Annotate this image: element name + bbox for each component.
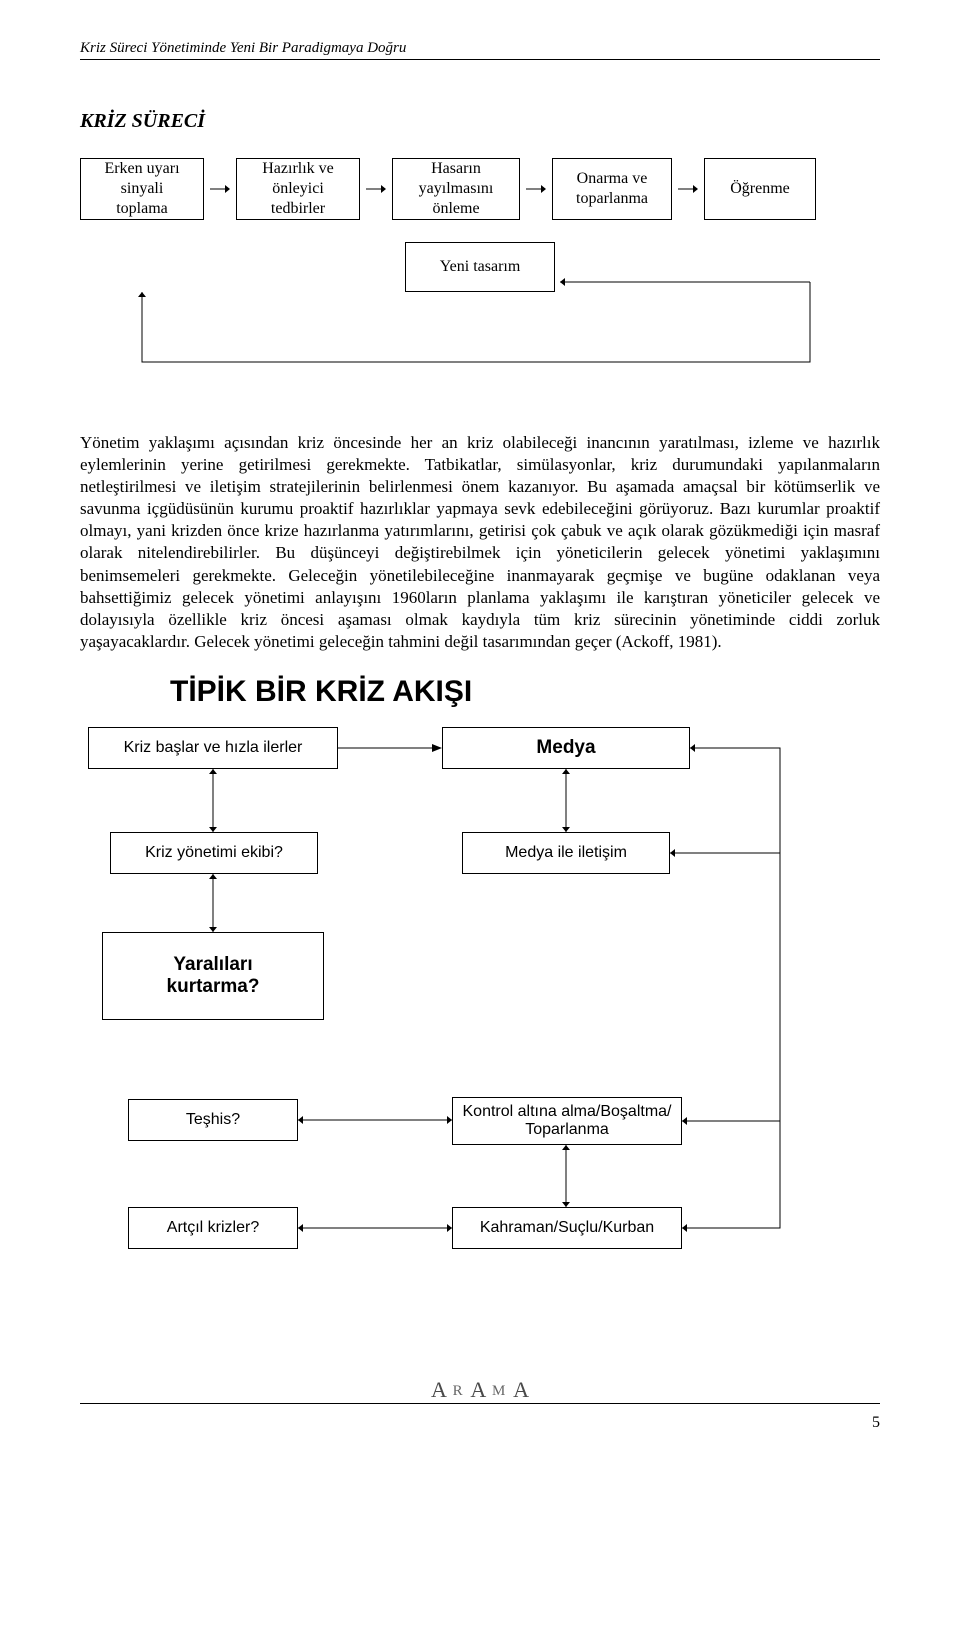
flowchart-center-row: Yeni tasarım: [80, 242, 880, 292]
arrow-right-icon: [366, 183, 386, 195]
arrow-right-icon: [526, 183, 546, 195]
flowchart-kriz-sureci: Erken uyarısinyalitoplama Hazırlık veönl…: [80, 158, 880, 387]
flow-label: Hazırlık veönleyicitedbirler: [262, 159, 334, 219]
arrow-right-icon: [210, 183, 230, 195]
flow-label: Erken uyarısinyalitoplama: [104, 159, 179, 219]
flow-box-yeni-tasarim: Yeni tasarım: [405, 242, 555, 292]
logo-arama: A R A M A: [80, 1377, 880, 1403]
page-footer: A R A M A 5: [80, 1377, 880, 1432]
footer-divider: [80, 1403, 880, 1404]
flow-label: Öğrenme: [730, 179, 790, 199]
flow-box-onarma: Onarma vetoparlanma: [552, 158, 672, 220]
flowchart-kriz-akisi: Kriz başlar ve hızla ilerler Medya Kriz …: [80, 727, 880, 1357]
page-number: 5: [80, 1414, 880, 1432]
yeni-tasarim-connector-icon: [80, 257, 880, 258]
flow-label: Yeni tasarım: [440, 258, 521, 276]
section-title-tipik-kriz-akisi: TİPİK BİR KRİZ AKIŞI: [170, 675, 880, 709]
flow-box-hasar: Hasarınyayılmasınıönleme: [392, 158, 520, 220]
flowchart-row: Erken uyarısinyalitoplama Hazırlık veönl…: [80, 158, 880, 220]
feedback-connector-icon: [80, 292, 880, 387]
flow2-connectors-icon: [80, 727, 880, 1357]
flow-label: Onarma vetoparlanma: [576, 169, 648, 209]
flow-box-ogrenme: Öğrenme: [704, 158, 816, 220]
flow-box-hazirlik: Hazırlık veönleyicitedbirler: [236, 158, 360, 220]
body-paragraph: Yönetim yaklaşımı açısından kriz öncesin…: [80, 432, 880, 653]
flow-box-erken-uyari: Erken uyarısinyalitoplama: [80, 158, 204, 220]
section-title-kriz-sureci: KRİZ SÜRECİ: [80, 110, 880, 133]
arrow-right-icon: [678, 183, 698, 195]
running-header: Kriz Süreci Yönetiminde Yeni Bir Paradig…: [80, 40, 880, 60]
flow-label: Hasarınyayılmasınıönleme: [419, 159, 494, 219]
